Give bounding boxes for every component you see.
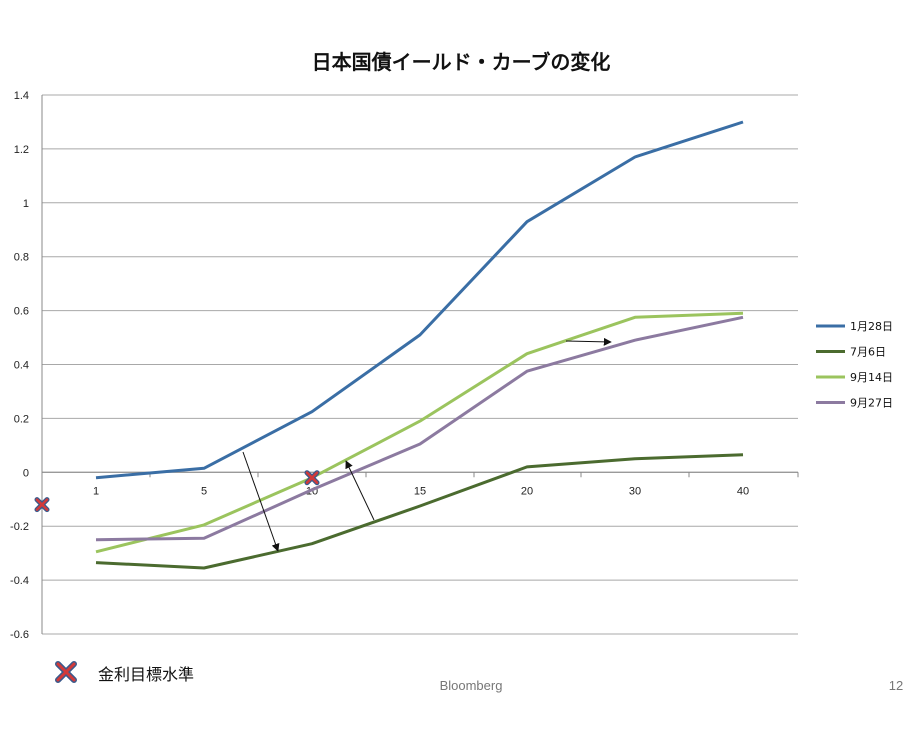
x-tick-label: 40 xyxy=(737,485,749,497)
series-line-3 xyxy=(95,315,744,542)
y-tick-label: 0.8 xyxy=(14,252,29,264)
y-tick-label: 0.4 xyxy=(14,360,29,372)
legend-label-1: 7月6日 xyxy=(850,346,886,359)
series-line-1 xyxy=(95,453,744,570)
y-tick-label: -0.4 xyxy=(10,575,29,587)
shift-arrow xyxy=(242,451,280,552)
shift-arrow xyxy=(565,337,612,346)
target-level-marker xyxy=(304,470,320,486)
y-tick-label: 0.2 xyxy=(14,413,29,425)
series-line-0 xyxy=(95,120,744,480)
grid xyxy=(42,94,798,635)
x-tick-label: 20 xyxy=(521,485,533,497)
x-tick-label: 30 xyxy=(629,485,641,497)
legend-label-3: 9月27日 xyxy=(850,397,893,410)
y-tick-label: -0.6 xyxy=(10,629,29,641)
y-tick-label: 1 xyxy=(23,198,29,210)
series-lines xyxy=(95,120,744,570)
y-tick-label: 0.6 xyxy=(14,306,29,318)
y-tick-label: -0.2 xyxy=(10,521,29,533)
target-level-label: 金利目標水準 xyxy=(98,665,194,684)
chart-title: 日本国債イールド・カーブの変化 xyxy=(312,50,611,74)
target-level-marker xyxy=(34,497,50,513)
x-tick-label: 15 xyxy=(414,485,426,497)
x-tick-label: 1 xyxy=(93,485,99,497)
legend-label-0: 1月28日 xyxy=(850,320,893,333)
axes: 1.41.210.80.60.40.20-0.2-0.4-0.61 5 10 15 20… xyxy=(10,90,799,641)
shift-arrow xyxy=(345,460,375,521)
y-tick-label: 0 xyxy=(23,467,29,479)
legend-label-2: 9月14日 xyxy=(850,371,893,384)
footer: 金利目標水準 Bloomberg 12 xyxy=(55,661,903,693)
target-level-legend-icon xyxy=(55,661,77,683)
y-tick-label: 1.4 xyxy=(14,90,29,102)
x-tick-label: 5 xyxy=(201,485,207,497)
page-number: 12 xyxy=(889,678,903,693)
source-label: Bloomberg xyxy=(440,678,503,693)
y-tick-label: 1.2 xyxy=(14,144,29,156)
annotations xyxy=(34,337,612,552)
legend: 1月28日 7月6日 9月14日 9月27日 xyxy=(816,320,893,410)
series-line-2 xyxy=(95,311,744,554)
